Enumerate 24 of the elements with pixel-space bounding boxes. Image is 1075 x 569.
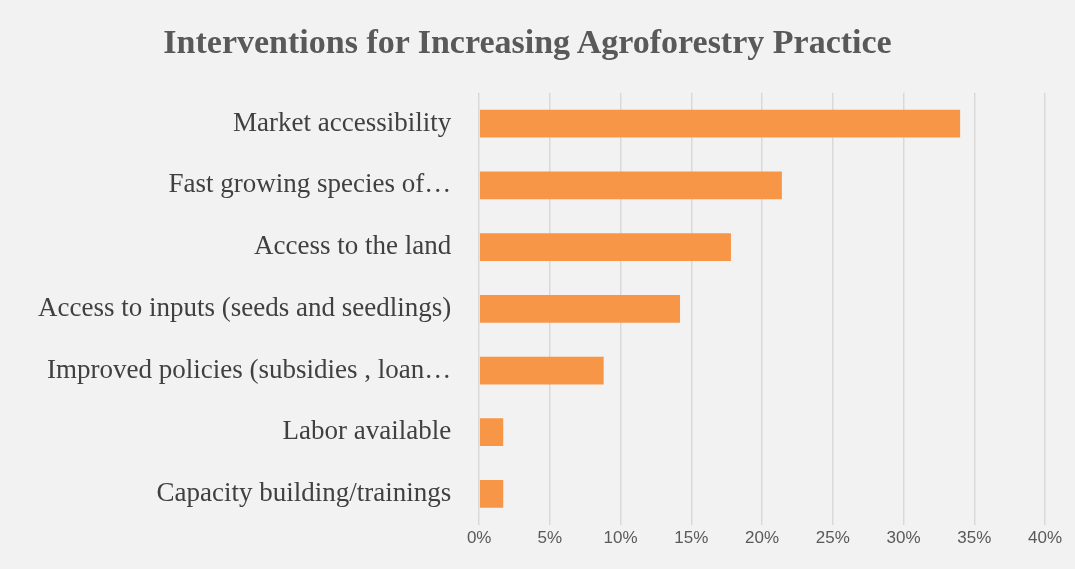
y-tick-label: Access to the land [253,230,452,261]
x-tick-label: 5% [537,527,563,547]
x-tick-label: 15% [674,527,709,547]
bar [479,418,504,447]
bar [479,294,681,323]
x-tick-label: 20% [745,527,780,547]
bar [479,109,961,138]
x-tick-label: 10% [603,527,638,547]
y-tick-label: Capacity building/trainings [156,477,452,508]
y-tick-label: Improved policies (subsidies , loan… [46,353,452,384]
y-tick-label: Fast growing species of… [168,168,452,199]
x-tick-label: 35% [957,527,992,547]
y-tick-label: Labor available [282,415,452,446]
bar [479,480,504,508]
x-tick-label: 30% [886,527,921,547]
bar [479,356,604,385]
x-tick-label: 0% [466,527,492,547]
chart-title: Interventions for Increasing Agroforestry Practice [163,23,892,61]
y-tick-label: Market accessibility [232,106,452,137]
bar [479,233,731,261]
bar [479,171,782,200]
y-tick-label: Access to inputs (seeds and seedlings) [37,291,452,322]
x-tick-label: 40% [1027,527,1063,547]
x-tick-label: 25% [815,527,850,547]
